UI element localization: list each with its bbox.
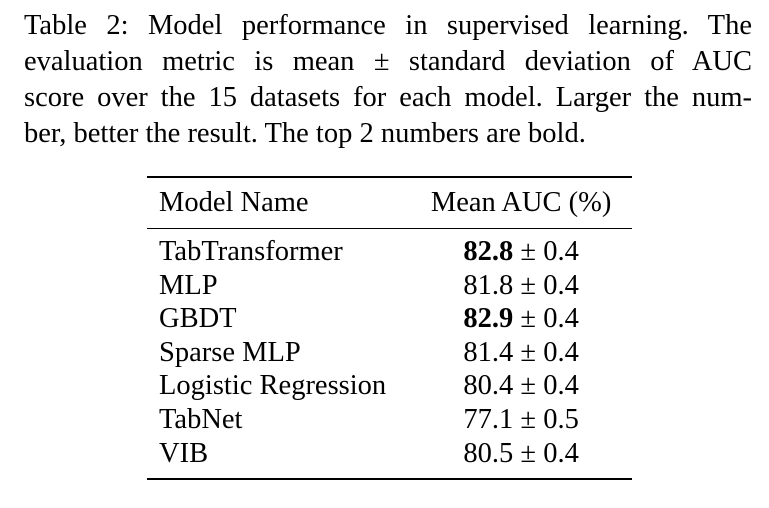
- auc-cell: 81.8 ± 0.4: [418, 269, 632, 303]
- table-row: TabNet 77.1 ± 0.5: [147, 403, 632, 437]
- model-name-cell: TabTransformer: [159, 236, 343, 267]
- auc-mean-value: 81.8: [463, 269, 514, 301]
- table-row: MLP 81.8 ± 0.4: [147, 269, 632, 303]
- auc-cell: 82.8 ± 0.4: [418, 229, 632, 269]
- results-table-container: Model Name Mean AUC (%) TabTransformer 8…: [147, 176, 632, 480]
- auc-std-value: ± 0.4: [513, 269, 579, 301]
- auc-cell: 82.9 ± 0.4: [418, 302, 632, 336]
- auc-cell: 77.1 ± 0.5: [418, 403, 632, 437]
- model-name-cell: MLP: [159, 269, 218, 301]
- table-row: TabTransformer 82.8 ± 0.4: [147, 229, 632, 269]
- table-caption: Table 2: Model performance in supervised…: [24, 8, 752, 152]
- auc-std-value: ± 0.5: [513, 403, 579, 435]
- model-name-cell: Sparse MLP: [159, 336, 301, 368]
- table-row: VIB 80.5 ± 0.4: [147, 437, 632, 480]
- model-name-cell: Logistic Regression: [159, 370, 387, 402]
- auc-std-value: ± 0.4: [513, 437, 579, 469]
- header-mean-auc: Mean AUC (%): [430, 187, 612, 218]
- table-row: Logistic Regression 80.4 ± 0.4: [147, 369, 632, 403]
- table-row: Sparse MLP 81.4 ± 0.4: [147, 336, 632, 370]
- auc-mean-value: 82.8: [463, 236, 514, 267]
- auc-cell: 81.4 ± 0.4: [418, 336, 632, 370]
- results-table: Model Name Mean AUC (%) TabTransformer 8…: [147, 176, 632, 480]
- auc-std-value: ± 0.4: [513, 336, 579, 368]
- caption-line: Table 2: Model performance in supervised…: [24, 10, 752, 41]
- auc-mean-value: 80.4: [463, 370, 514, 402]
- auc-mean-value: 77.1: [463, 403, 514, 435]
- header-model-name: Model Name: [159, 187, 309, 218]
- auc-mean-value: 82.9: [463, 303, 514, 335]
- auc-std-value: ± 0.4: [513, 370, 579, 402]
- auc-cell: 80.4 ± 0.4: [418, 369, 632, 403]
- auc-mean-value: 80.5: [463, 437, 514, 469]
- caption-line: ber, better the result. The top 2 number…: [24, 118, 586, 149]
- caption-line: evaluation metric is mean ± standard dev…: [24, 46, 752, 77]
- auc-mean-value: 81.4: [463, 336, 514, 368]
- table-row: GBDT 82.9 ± 0.4: [147, 302, 632, 336]
- model-name-cell: TabNet: [159, 403, 243, 435]
- model-name-cell: VIB: [159, 437, 209, 469]
- model-name-cell: GBDT: [159, 303, 237, 335]
- auc-std-value: ± 0.4: [513, 303, 579, 335]
- caption-line: score over the 15 datasets for each mode…: [24, 82, 752, 113]
- auc-std-value: ± 0.4: [513, 236, 579, 267]
- auc-cell: 80.5 ± 0.4: [418, 437, 632, 480]
- table-header-row: Model Name Mean AUC (%): [147, 177, 632, 229]
